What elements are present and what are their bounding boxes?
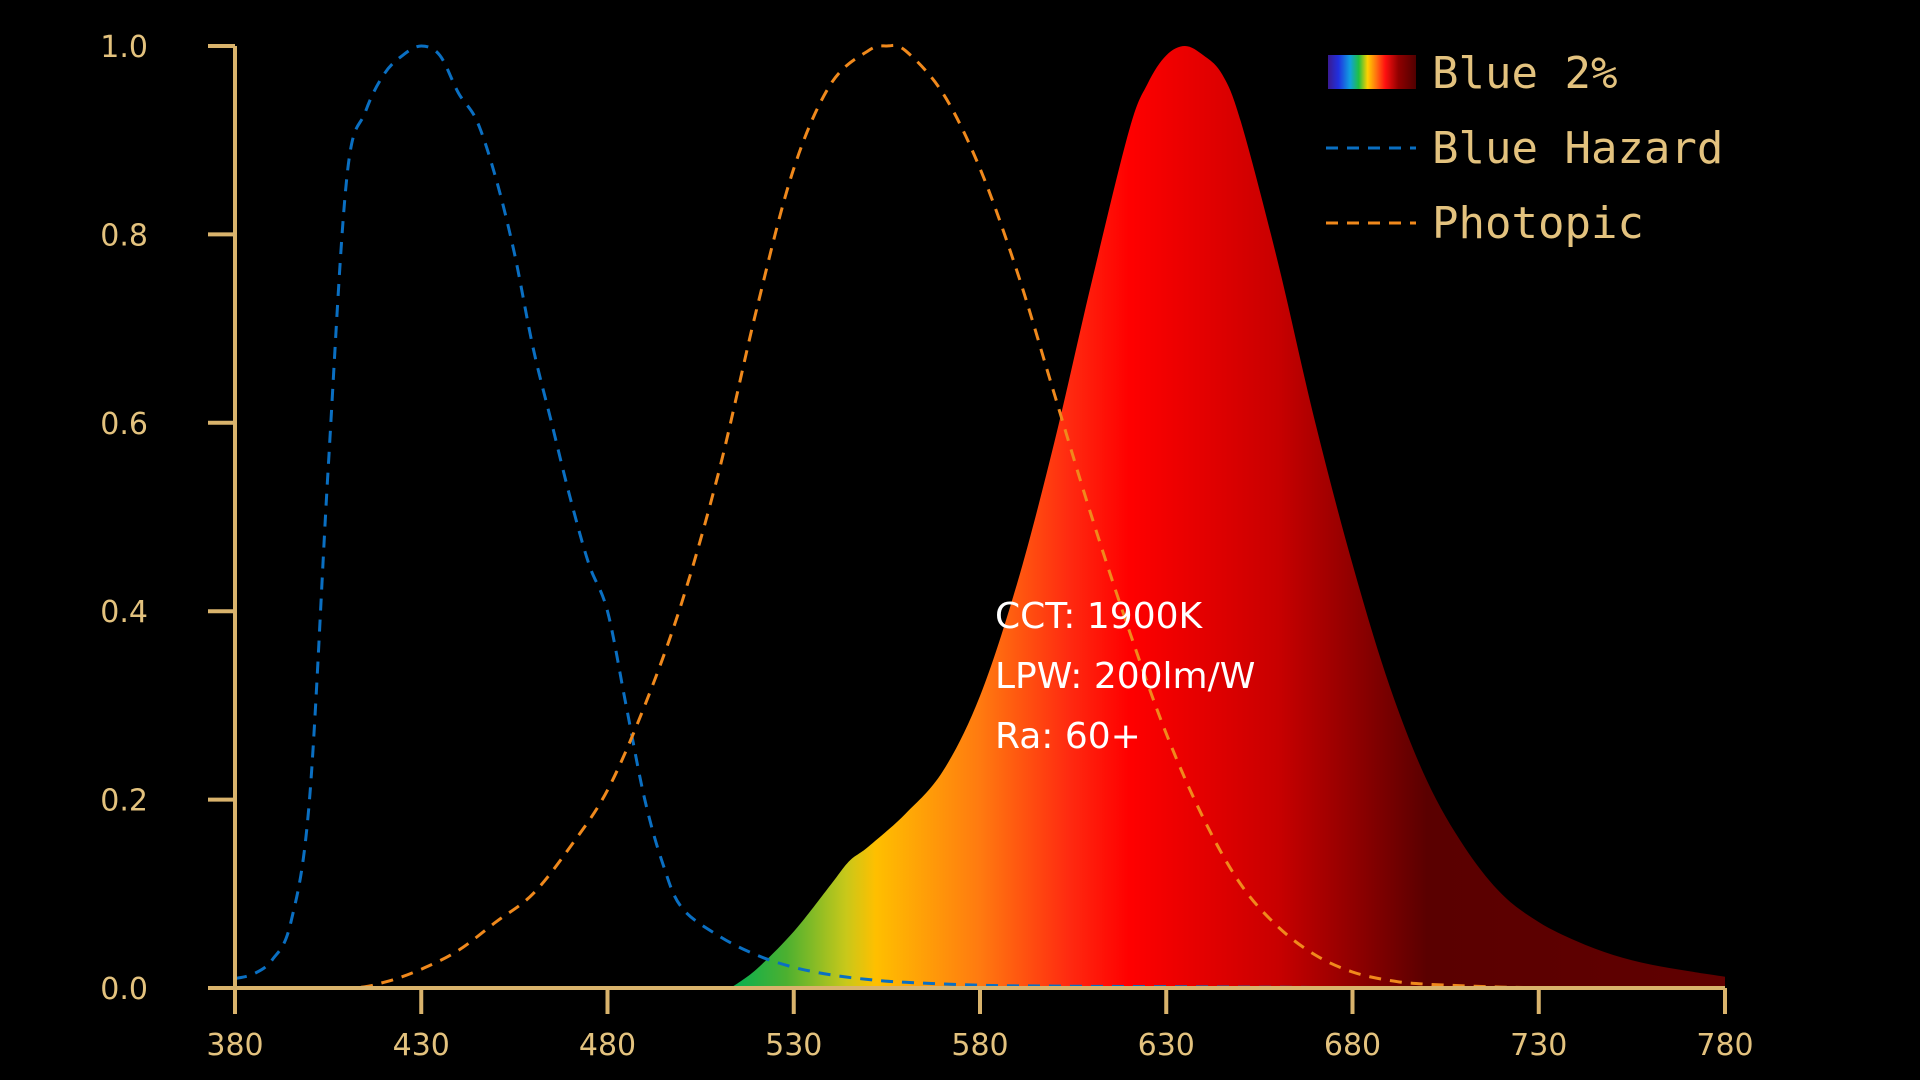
- tick-labels: 380 430 480 530 580 630 680 730 780 0.0 0.2 0.4 0.6 0…: [100, 30, 1753, 1063]
- y-tick-label: 0.6: [100, 407, 148, 442]
- y-tick-label: 0.8: [100, 218, 148, 253]
- series-blue-2pct-area: [730, 46, 1725, 988]
- y-tick-label: 0.2: [100, 784, 148, 819]
- legend-label-blue-hazard: Blue Hazard: [1432, 123, 1723, 174]
- legend: Blue 2% Blue Hazard Photopic: [1326, 48, 1723, 249]
- legend-label-photopic: Photopic: [1432, 198, 1644, 249]
- x-tick-label: 580: [951, 1028, 1008, 1063]
- legend-swatch-blue-2pct: [1328, 55, 1416, 89]
- plot-area: [234, 43, 1726, 990]
- axes: [208, 44, 1727, 1014]
- annotations: CCT: 1900K LPW: 200lm/W Ra: 60+: [995, 596, 1255, 757]
- x-tick-label: 730: [1510, 1028, 1567, 1063]
- x-tick-label: 380: [206, 1028, 263, 1063]
- annotation-ra: Ra: 60+: [995, 716, 1141, 757]
- legend-label-blue-2pct: Blue 2%: [1432, 48, 1617, 99]
- y-tick-label: 0.0: [100, 972, 148, 1007]
- x-tick-label: 780: [1696, 1028, 1753, 1063]
- annotation-cct: CCT: 1900K: [995, 596, 1203, 637]
- series-photopic-line: [234, 43, 1726, 990]
- x-tick-label: 630: [1138, 1028, 1195, 1063]
- x-tick-label: 480: [579, 1028, 636, 1063]
- x-tick-label: 680: [1324, 1028, 1381, 1063]
- series-blue-hazard-line: [234, 44, 1726, 990]
- x-tick-label: 430: [393, 1028, 450, 1063]
- y-tick-label: 0.4: [100, 595, 148, 630]
- annotation-lpw: LPW: 200lm/W: [995, 656, 1255, 697]
- y-tick-label: 1.0: [100, 30, 148, 65]
- x-tick-label: 530: [765, 1028, 822, 1063]
